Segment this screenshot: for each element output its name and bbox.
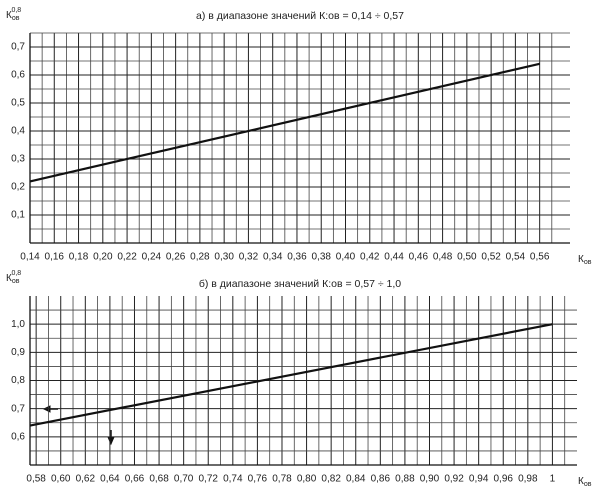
x-tick-label: 0,88 [395, 474, 415, 485]
x-tick-label: 0,42 [360, 252, 380, 263]
x-tick-label: 0,28 [190, 252, 210, 263]
x-tick-label: 0,76 [248, 474, 268, 485]
x-tick-label: 0,82 [321, 474, 341, 485]
x-tick-label: 1 [550, 474, 556, 485]
x-tick-label: 0,32 [239, 252, 259, 263]
x-tick-label: 0,66 [125, 474, 145, 485]
x-tick-label: 0,16 [45, 252, 65, 263]
y-tick-label: 0,2 [11, 182, 25, 193]
x-tick-label: 0,72 [199, 474, 219, 485]
x-tick-label: 0,44 [384, 252, 404, 263]
x-tick-label: 0,98 [518, 474, 538, 485]
x-label-main: К [578, 254, 584, 265]
x-tick-label: 0,30 [214, 252, 234, 263]
x-tick-label: 0,26 [166, 252, 186, 263]
x-tick-label: 0,86 [371, 474, 391, 485]
x-label-main: К [578, 476, 584, 487]
x-tick-label: 0,78 [272, 474, 292, 485]
x-label-sub: ов [584, 259, 592, 266]
x-tick-label: 0,48 [433, 252, 453, 263]
y-tick-label: 0,7 [11, 42, 25, 53]
y-label-main: К [6, 273, 12, 284]
y-tick-label: 0,1 [11, 210, 25, 221]
x-tick-label: 0,60 [51, 474, 71, 485]
x-tick-label: 0,20 [93, 252, 113, 263]
x-tick-label: 0,68 [149, 474, 169, 485]
x-tick-label: 0,40 [336, 252, 356, 263]
y-tick-label: 0,5 [11, 98, 25, 109]
x-axis-label: Ков [578, 476, 592, 488]
x-tick-label: 0,96 [494, 474, 514, 485]
x-tick-label: 0,18 [69, 252, 89, 263]
x-tick-label: 0,34 [263, 252, 283, 263]
x-tick-label: 0,54 [506, 252, 526, 263]
y-axis-label: Ков0,8 [6, 7, 21, 22]
y-label-sub: ов [12, 15, 20, 22]
x-tick-label: 0,64 [100, 474, 120, 485]
y-tick-label: 0,6 [11, 431, 25, 442]
x-tick-label: 0,94 [469, 474, 489, 485]
x-tick-label: 0,24 [142, 252, 162, 263]
x-tick-label: 0,46 [409, 252, 429, 263]
y-label-main: К [6, 10, 12, 21]
x-label-sub: ов [584, 481, 592, 488]
y-tick-label: 0,4 [11, 126, 25, 137]
x-tick-label: 0,56 [530, 252, 550, 263]
x-tick-label: 0,62 [76, 474, 96, 485]
y-label-sup: 0,8 [11, 270, 21, 277]
data-line [29, 62, 540, 183]
y-label-sub: ов [12, 278, 20, 285]
y-tick-label: 0,7 [11, 403, 25, 414]
chart-title: б) в диапазоне значений К:ов = 0,57 ÷ 1,… [199, 278, 401, 290]
x-tick-label: 0,84 [346, 474, 366, 485]
y-tick-label: 0,6 [11, 70, 25, 81]
x-tick-label: 0,74 [223, 474, 243, 485]
x-tick-label: 0,92 [444, 474, 464, 485]
y-axis-label: Ков0,8 [6, 270, 21, 285]
x-tick-label: 0,80 [297, 474, 317, 485]
y-tick-label: 0,3 [11, 154, 25, 165]
chart-title: а) в диапазоне значений К:ов = 0,14 ÷ 0,… [196, 10, 404, 22]
x-tick-label: 0,22 [117, 252, 137, 263]
x-tick-label: 0,70 [174, 474, 194, 485]
y-tick-label: 0,8 [11, 375, 25, 386]
y-tick-label: 0,9 [11, 347, 25, 358]
x-tick-label: 0,50 [457, 252, 477, 263]
x-tick-label: 0,90 [420, 474, 440, 485]
x-tick-label: 0,52 [481, 252, 501, 263]
data-line [29, 323, 553, 427]
x-tick-label: 0,58 [26, 474, 46, 485]
x-axis-label: Ков [578, 254, 592, 266]
x-tick-label: 0,36 [287, 252, 307, 263]
y-label-sup: 0,8 [11, 7, 21, 14]
x-tick-label: 0,38 [312, 252, 332, 263]
y-tick-label: 1,0 [11, 319, 25, 330]
x-tick-label: 0,14 [20, 252, 40, 263]
